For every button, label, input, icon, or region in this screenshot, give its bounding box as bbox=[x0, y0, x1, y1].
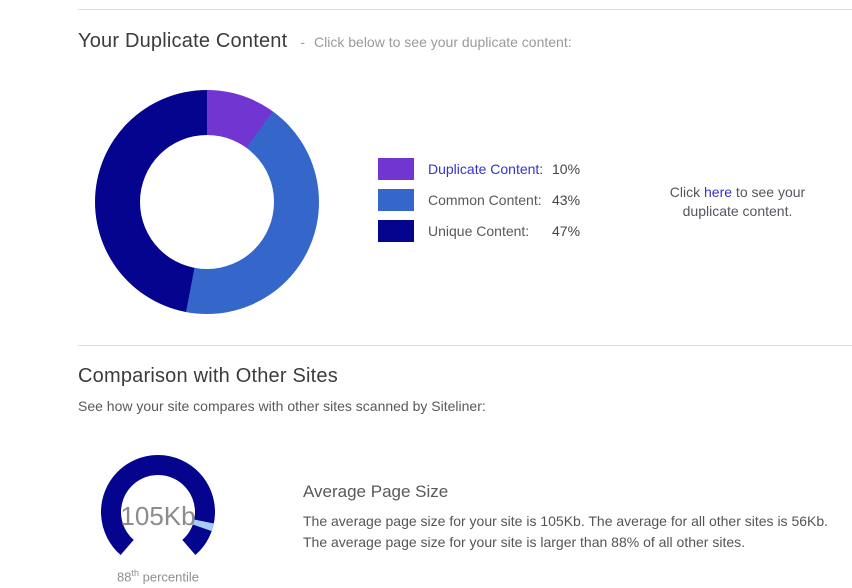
side-note-post: to see your duplicate content. bbox=[682, 184, 806, 219]
top-divider bbox=[78, 9, 852, 10]
duplicate-content-link[interactable]: Duplicate Content: bbox=[428, 161, 544, 177]
common-content-value: 43% bbox=[552, 192, 581, 208]
metric-line1: The average page size for your site is 1… bbox=[303, 513, 829, 529]
percentile-number: 88 bbox=[117, 569, 132, 585]
duplicate-content-swatch bbox=[378, 158, 414, 180]
comparison-section-title: Comparison with Other Sites bbox=[78, 365, 338, 387]
gauge-svg bbox=[101, 455, 215, 556]
page-size-gauge: 105Kb bbox=[98, 452, 218, 572]
unique-content-label: Unique Content: bbox=[428, 223, 530, 239]
gauge-percentile-caption: 88th percentile bbox=[88, 568, 228, 584]
legend-row-unique: Unique Content: 47% bbox=[378, 220, 580, 242]
section-divider bbox=[78, 345, 852, 346]
here-link[interactable]: here bbox=[704, 184, 733, 200]
metric-description: The average page size for your site is 1… bbox=[303, 511, 828, 553]
percentile-ordinal-suffix: th bbox=[131, 568, 139, 578]
header-dash: - bbox=[300, 34, 306, 50]
common-content-swatch bbox=[378, 189, 414, 211]
unique-content-swatch bbox=[378, 220, 414, 242]
gauge-track-arc bbox=[101, 455, 215, 556]
legend-row-common: Common Content: 43% bbox=[378, 189, 580, 211]
unique-content-value: 47% bbox=[552, 223, 581, 239]
duplicate-section-header: Your Duplicate Content - Click below to … bbox=[78, 30, 572, 53]
legend-row-duplicate: Duplicate Content: 10% bbox=[378, 158, 580, 180]
duplicate-content-value: 10% bbox=[552, 161, 581, 177]
metric-line2: The average page size for your site is l… bbox=[303, 534, 746, 550]
side-note-pre: Click bbox=[669, 184, 705, 200]
metric-heading: Average Page Size bbox=[303, 482, 449, 501]
comparison-section-subtitle: See how your site compares with other si… bbox=[78, 398, 486, 414]
gauge-value-label: 105Kb bbox=[120, 500, 196, 531]
donut-hole bbox=[140, 135, 274, 269]
donut-legend: Duplicate Content: 10% Common Content: 4… bbox=[378, 158, 580, 251]
duplicate-side-note: Click here to see your duplicate content… bbox=[655, 183, 820, 221]
duplicate-section-subtitle: Click below to see your duplicate conten… bbox=[314, 34, 572, 50]
percentile-word: percentile bbox=[139, 569, 199, 585]
comparison-section-header: Comparison with Other Sites bbox=[78, 365, 338, 388]
common-content-label: Common Content: bbox=[428, 192, 542, 208]
duplicate-content-donut-chart[interactable] bbox=[95, 90, 319, 314]
duplicate-section-title: Your Duplicate Content bbox=[78, 30, 288, 52]
gauge-percentile-marker bbox=[192, 519, 214, 532]
